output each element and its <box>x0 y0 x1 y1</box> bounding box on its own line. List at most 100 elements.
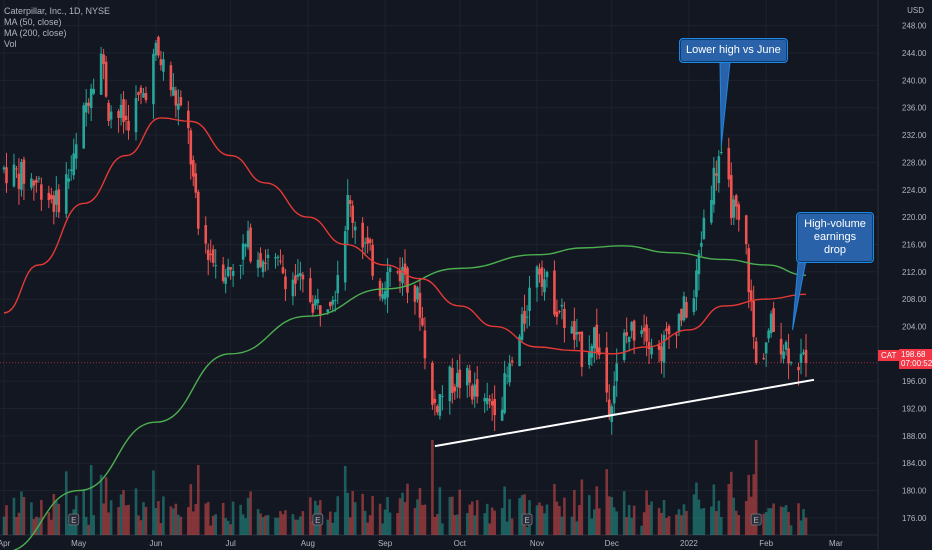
candle-body <box>266 254 270 259</box>
candle-body <box>680 308 683 321</box>
volume-bar <box>40 499 43 535</box>
volume-bar <box>172 508 175 535</box>
candle-body <box>665 328 668 332</box>
candle-body <box>720 152 723 154</box>
candle-body <box>381 294 384 299</box>
candle-body <box>553 270 556 315</box>
volume-bar <box>752 474 755 535</box>
volume-bar <box>35 516 38 535</box>
candle-body <box>64 174 68 214</box>
callout-lower-high[interactable]: Lower high vs June <box>679 38 788 63</box>
volume-bar <box>104 477 108 535</box>
candle-body <box>682 296 686 321</box>
candle-body <box>697 253 701 275</box>
earnings-marker-icon <box>68 513 80 526</box>
candle-body <box>301 274 305 280</box>
candle-body <box>570 326 574 334</box>
volume-bar <box>139 520 143 535</box>
volume-bar <box>555 501 559 535</box>
candle-body <box>67 178 71 182</box>
volume-label: Vol <box>4 39 17 49</box>
candle-body <box>540 267 544 287</box>
volume-bar <box>475 500 479 535</box>
volume-bar <box>102 503 105 535</box>
candle-body <box>276 256 280 258</box>
volume-bar <box>326 519 330 535</box>
candle-body <box>575 332 579 335</box>
candle-body <box>50 194 53 200</box>
candle-body <box>453 386 457 392</box>
volume-bar <box>229 524 232 535</box>
candle-body <box>605 347 609 393</box>
candle-body <box>625 332 628 336</box>
volume-bar <box>627 504 631 535</box>
candle-body <box>284 276 287 290</box>
candle-body <box>311 303 315 313</box>
candle-body <box>162 59 165 72</box>
volume-bar <box>764 512 768 535</box>
volume-bar <box>368 515 372 535</box>
candle-body <box>30 178 33 188</box>
candle-body <box>47 192 51 201</box>
volume-bar <box>284 510 287 535</box>
candle-body <box>573 321 576 340</box>
candle-body <box>336 275 340 294</box>
ticker-badge: CAT <box>878 350 900 361</box>
candle-body <box>647 342 651 350</box>
volume-bar <box>650 501 653 535</box>
volume-bar <box>169 506 173 535</box>
candle-body <box>772 308 775 332</box>
candle-body <box>144 92 148 101</box>
volume-bar <box>488 523 491 535</box>
candle-body <box>523 310 526 324</box>
candle-body <box>560 304 564 307</box>
volume-bar <box>625 517 628 535</box>
candle-body <box>448 366 452 402</box>
volume-bar <box>710 506 713 535</box>
volume-bar <box>423 504 427 535</box>
candle-body <box>229 267 232 270</box>
candle-body <box>37 178 41 180</box>
callout-earnings-drop[interactable]: High-volume earnings drop <box>796 212 874 263</box>
candle-body <box>737 204 741 220</box>
candle-body <box>279 260 282 262</box>
candle-body <box>191 160 195 177</box>
volume-bar <box>134 488 138 535</box>
volume-bar <box>607 496 611 535</box>
volume-bar <box>239 504 242 535</box>
candle-body <box>503 373 506 413</box>
candle-body <box>189 130 193 165</box>
volume-bar <box>715 511 718 535</box>
candle-body <box>383 291 387 300</box>
candle-body <box>752 301 755 337</box>
candle-body <box>261 261 265 273</box>
volume-bar <box>510 518 514 535</box>
volume-bar <box>712 484 716 535</box>
candle-body <box>528 287 531 311</box>
volume-bar <box>196 465 200 535</box>
volume-bar <box>575 521 579 535</box>
volume-bar <box>231 501 235 535</box>
candle-body <box>309 278 312 302</box>
candle-body <box>510 360 514 363</box>
candle-body <box>259 253 262 267</box>
volume-bar <box>493 510 496 535</box>
candle-body <box>642 327 646 332</box>
volume-bar <box>174 503 178 535</box>
x-tick-label: Aug <box>301 539 315 548</box>
volume-bar <box>762 513 765 535</box>
volume-bar <box>729 471 733 535</box>
volume-bar <box>525 526 529 535</box>
candle-body <box>134 98 138 133</box>
candle-body <box>398 269 402 282</box>
volume-bar <box>545 504 549 535</box>
volume-bar <box>99 474 103 535</box>
volume-bar <box>468 504 472 535</box>
volume-bar <box>642 512 646 535</box>
candle-body <box>675 334 678 336</box>
volume-bar <box>209 525 213 535</box>
candle-body <box>351 205 354 223</box>
volume-bar <box>580 479 584 535</box>
